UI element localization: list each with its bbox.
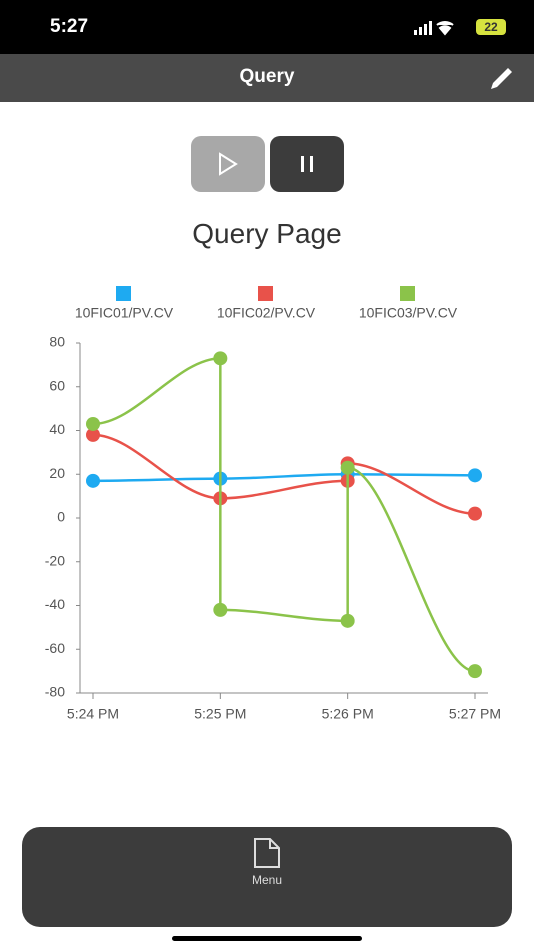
page-title: Query Page	[192, 218, 342, 249]
header: Query	[0, 54, 534, 102]
y-tick-label: -60	[45, 640, 65, 656]
series-line	[92, 472, 476, 483]
data-point	[468, 506, 482, 521]
data-point	[86, 473, 100, 488]
y-tick-label: 40	[49, 421, 65, 437]
menu-label[interactable]: Menu	[251, 873, 283, 887]
y-tick-label: -40	[45, 596, 65, 612]
x-tick-label: 5:26 PM	[322, 706, 374, 722]
data-point	[86, 427, 100, 442]
y-tick-label: 80	[49, 334, 65, 350]
y-tick-label: -80	[45, 684, 65, 700]
y-tick-label: 60	[49, 377, 65, 393]
data-point	[86, 416, 100, 431]
y-tick-label: -20	[45, 552, 65, 568]
clock: 5:27	[50, 16, 89, 37]
legend-label: 10FIC03/PV.CV	[359, 305, 458, 321]
legend-label: 10FIC01/PV.CV	[75, 305, 174, 321]
legend-swatch	[258, 286, 273, 301]
home-indicator	[172, 936, 362, 941]
menu-icon[interactable]	[252, 837, 282, 869]
play-button[interactable]	[191, 136, 265, 192]
signal-icons	[414, 21, 454, 36]
battery: 22	[476, 19, 506, 35]
x-tick-label: 5:24 PM	[67, 706, 119, 722]
status-bar: 5:27 22	[0, 0, 534, 54]
x-tick-label: 5:25 PM	[194, 706, 246, 722]
pause-button[interactable]	[270, 136, 344, 192]
series-line	[92, 357, 476, 673]
y-tick-label: 0	[57, 509, 65, 525]
data-point	[468, 468, 482, 483]
edit-button[interactable]	[488, 66, 518, 92]
data-point	[340, 460, 355, 475]
chart: 10FIC01/PV.CV 10FIC02/PV.CV 10FIC03/PV.CV -…	[45, 286, 501, 722]
x-tick-label: 5:27 PM	[449, 706, 501, 722]
legend-swatch	[116, 286, 131, 301]
legend-swatch	[400, 286, 415, 301]
data-point	[340, 613, 355, 628]
header-title: Query	[239, 66, 295, 87]
series-line	[92, 433, 476, 515]
bottom-nav: Menu	[22, 827, 512, 927]
data-point	[213, 351, 228, 366]
data-point	[468, 664, 482, 679]
legend-label: 10FIC02/PV.CV	[217, 305, 316, 321]
data-point	[213, 602, 228, 617]
y-tick-label: 20	[49, 465, 65, 481]
